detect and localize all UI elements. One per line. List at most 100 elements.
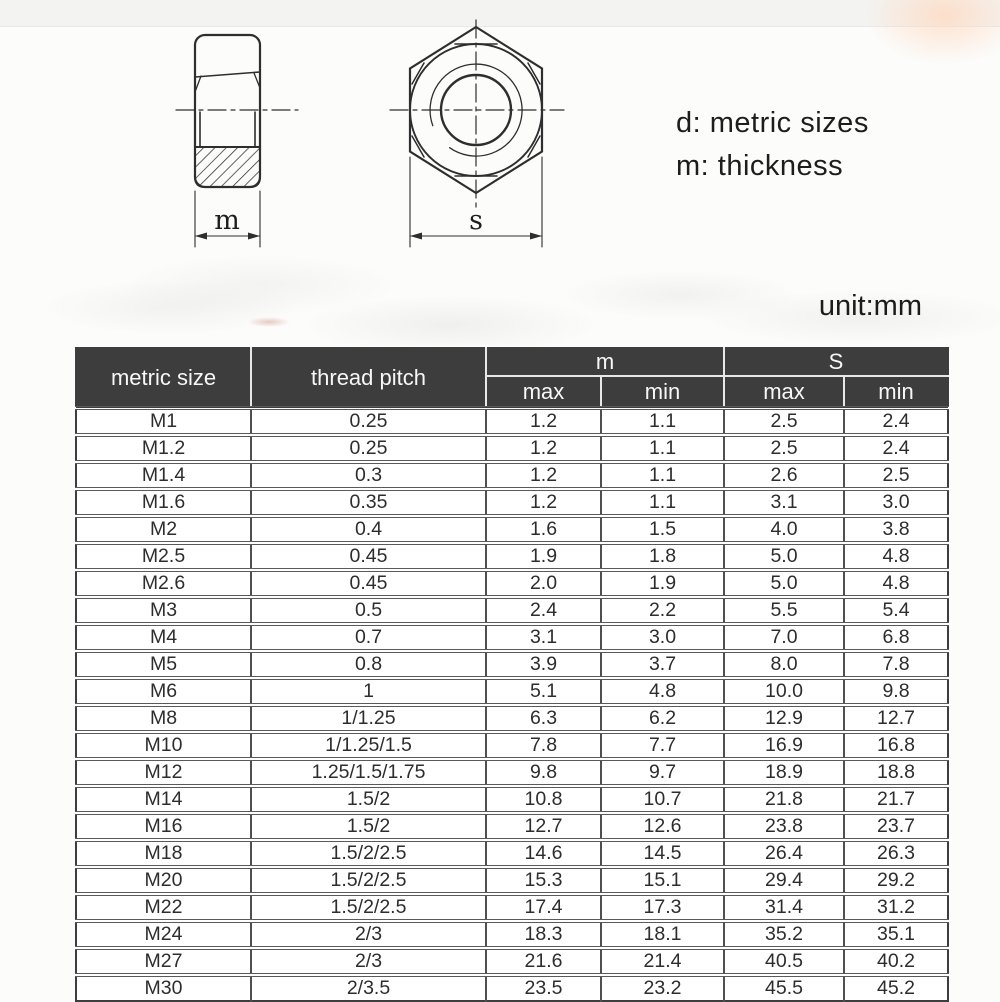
cell-s-max: 40.5: [723, 946, 845, 975]
cell-s-min: 31.2: [843, 892, 949, 921]
cell-m-min: 2.2: [599, 595, 725, 624]
cell-thread-pitch: 0.35: [250, 487, 486, 516]
cell-thread-pitch: 0.45: [250, 568, 486, 597]
cell-s-min: 4.8: [843, 541, 949, 570]
cell-m-min: 1.8: [599, 541, 725, 570]
table-row: M30 2/3.5 23.5 23.2 45.5 45.2: [76, 973, 949, 1001]
cell-s-min: 7.8: [843, 649, 949, 678]
cell-thread-pitch: 1/1.25: [250, 703, 486, 732]
cell-m-max: 1.2: [485, 460, 601, 489]
cell-s-min: 2.4: [843, 406, 949, 435]
cell-thread-pitch: 1.25/1.5/1.75: [250, 757, 486, 786]
cell-metric-size: M2.5: [76, 541, 251, 570]
cell-thread-pitch: 1.5/2: [250, 784, 486, 813]
cell-m-min: 1.9: [599, 568, 725, 597]
header-thread-pitch: thread pitch: [250, 348, 486, 408]
cell-s-min: 12.7: [843, 703, 949, 732]
cell-m-min: 9.7: [599, 757, 725, 786]
cell-s-max: 2.6: [723, 460, 845, 489]
header-m-min: min: [599, 376, 725, 408]
cell-metric-size: M14: [76, 784, 251, 813]
cell-m-max: 7.8: [485, 730, 601, 759]
cell-m-min: 3.0: [599, 622, 725, 651]
table-row: M8 1/1.25 6.3 6.2 12.9 12.7: [76, 703, 949, 732]
cell-s-min: 35.1: [843, 919, 949, 948]
cell-s-max: 21.8: [723, 784, 845, 813]
cell-thread-pitch: 0.25: [250, 406, 486, 435]
cell-m-min: 17.3: [599, 892, 725, 921]
header-metric-size: metric size: [76, 348, 251, 408]
cell-thread-pitch: 1/1.25/1.5: [250, 730, 486, 759]
header-m-max: max: [485, 376, 601, 408]
cell-s-min: 6.8: [843, 622, 949, 651]
table-row: M10 1/1.25/1.5 7.8 7.7 16.9 16.8: [76, 730, 949, 759]
cell-m-min: 1.1: [599, 433, 725, 462]
cell-m-min: 1.1: [599, 487, 725, 516]
cell-metric-size: M2.6: [76, 568, 251, 597]
cell-m-min: 1.1: [599, 406, 725, 435]
table-body: M1 0.25 1.2 1.1 2.5 2.4 M1.2 0.25 1.2 1.…: [76, 406, 949, 1001]
cell-s-min: 23.7: [843, 811, 949, 840]
cell-metric-size: M1.2: [76, 433, 251, 462]
cell-thread-pitch: 1.5/2: [250, 811, 486, 840]
cell-m-max: 1.2: [485, 406, 601, 435]
cell-m-max: 1.9: [485, 541, 601, 570]
cell-thread-pitch: 0.8: [250, 649, 486, 678]
table-row: M27 2/3 21.6 21.4 40.5 40.2: [76, 946, 949, 975]
cell-m-min: 10.7: [599, 784, 725, 813]
cell-s-min: 40.2: [843, 946, 949, 975]
cell-s-min: 2.5: [843, 460, 949, 489]
cell-m-min: 15.1: [599, 865, 725, 894]
cell-m-max: 9.8: [485, 757, 601, 786]
cell-m-max: 3.9: [485, 649, 601, 678]
unit-note: unit:mm: [818, 290, 922, 322]
cell-s-max: 7.0: [723, 622, 845, 651]
cell-metric-size: M5: [76, 649, 251, 678]
table-row: M1 0.25 1.2 1.1 2.5 2.4: [76, 406, 949, 435]
cell-metric-size: M1.4: [76, 460, 251, 489]
cell-m-max: 14.6: [485, 838, 601, 867]
cell-m-min: 14.5: [599, 838, 725, 867]
hex-nut-drawings: m s: [175, 19, 565, 248]
cell-s-min: 4.8: [843, 568, 949, 597]
cell-thread-pitch: 0.4: [250, 514, 486, 543]
cell-s-min: 45.2: [843, 973, 949, 1001]
cell-thread-pitch: 1.5/2/2.5: [250, 838, 486, 867]
header-s-group: S: [723, 348, 949, 377]
cell-s-max: 29.4: [723, 865, 845, 894]
cell-s-min: 5.4: [843, 595, 949, 624]
cell-metric-size: M8: [76, 703, 251, 732]
cell-thread-pitch: 2/3: [250, 919, 486, 948]
table-row: M6 1 5.1 4.8 10.0 9.8: [76, 676, 949, 705]
cell-m-min: 6.2: [599, 703, 725, 732]
hex-nut-front-view: s: [389, 19, 565, 248]
cell-m-max: 17.4: [485, 892, 601, 921]
side-dim-label: m: [214, 205, 240, 236]
table-row: M2.5 0.45 1.9 1.8 5.0 4.8: [76, 541, 949, 570]
cell-s-min: 29.2: [843, 865, 949, 894]
cell-m-max: 1.2: [485, 433, 601, 462]
front-dim-label: s: [469, 205, 483, 236]
cell-s-max: 4.0: [723, 514, 845, 543]
cell-s-min: 18.8: [843, 757, 949, 786]
cell-s-min: 3.0: [843, 487, 949, 516]
cell-s-max: 2.5: [723, 406, 845, 435]
cell-m-max: 2.0: [485, 568, 601, 597]
cell-metric-size: M18: [76, 838, 251, 867]
cell-s-max: 16.9: [723, 730, 845, 759]
cell-s-min: 21.7: [843, 784, 949, 813]
cell-metric-size: M12: [76, 757, 251, 786]
cell-m-min: 12.6: [599, 811, 725, 840]
table-row: M4 0.7 3.1 3.0 7.0 6.8: [76, 622, 949, 651]
cell-s-min: 2.4: [843, 433, 949, 462]
cell-thread-pitch: 1: [250, 676, 486, 705]
cell-s-max: 8.0: [723, 649, 845, 678]
table-row: M1.6 0.35 1.2 1.1 3.1 3.0: [76, 487, 949, 516]
cell-s-max: 12.9: [723, 703, 845, 732]
cell-s-max: 45.5: [723, 973, 845, 1001]
cell-m-max: 3.1: [485, 622, 601, 651]
cell-m-min: 23.2: [599, 973, 725, 1001]
cell-s-max: 5.5: [723, 595, 845, 624]
cell-metric-size: M27: [76, 946, 251, 975]
cell-s-min: 9.8: [843, 676, 949, 705]
